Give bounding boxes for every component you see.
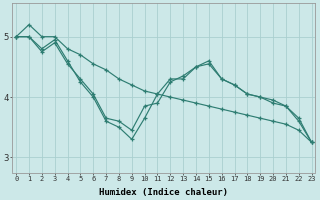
X-axis label: Humidex (Indice chaleur): Humidex (Indice chaleur) [100, 188, 228, 197]
